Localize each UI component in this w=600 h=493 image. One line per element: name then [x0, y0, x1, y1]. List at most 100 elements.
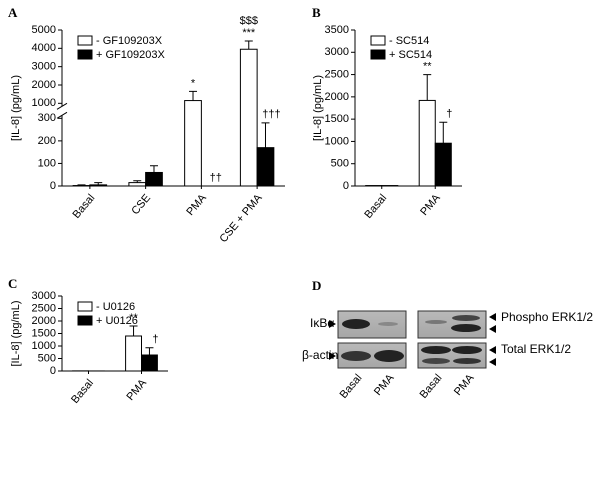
panel-letter: D [312, 278, 321, 293]
significance-label: $$$ [240, 15, 258, 27]
y-tick-label: 2000 [32, 315, 56, 327]
blot-panel: D IκBα β-actin Phospho ERK1/2 Total ERK1… [302, 278, 593, 401]
y-tick-label: 0 [50, 365, 56, 377]
y-tick-label: 1000 [325, 135, 349, 147]
y-tick-label: 1000 [32, 97, 56, 109]
arrowhead [329, 352, 336, 360]
arrowhead [489, 358, 496, 366]
arrowhead [489, 325, 496, 333]
error-bar [244, 40, 253, 50]
x-tick-label: PMA [125, 377, 150, 403]
y-tick-label: 3000 [32, 61, 56, 73]
significance-label: *** [242, 27, 256, 39]
bar [256, 147, 275, 187]
blot-band [452, 346, 482, 354]
y-tick-label: 500 [38, 352, 56, 364]
error-bar [439, 121, 448, 144]
legend-swatch [77, 49, 93, 60]
significance-label: † [446, 108, 452, 120]
significance-label: ** [129, 312, 138, 324]
chart-panel: B [IL-8] (pg/mL) 0 500 1000 1500 2000 2500 3000 3… [312, 5, 462, 221]
panel-letter: B [312, 5, 321, 20]
legend-label: + GF109203X [96, 49, 165, 61]
error-bar [145, 347, 154, 355]
panel-letter: C [8, 276, 17, 291]
lane-label: PMA [452, 372, 477, 398]
error-bar [133, 180, 142, 183]
y-axis-title: [IL-8] (pg/mL) [10, 75, 22, 141]
blot-band [374, 350, 404, 362]
blot-label: Phospho ERK1/2 [501, 310, 593, 324]
y-tick-label: 1500 [325, 113, 349, 125]
error-bar [129, 325, 138, 336]
bar [128, 182, 147, 187]
blot-label: Total ERK1/2 [501, 342, 571, 356]
bar [145, 171, 163, 187]
arrowhead [489, 313, 496, 321]
significance-label: †† [210, 172, 222, 184]
x-tick-label: PMA [184, 192, 209, 218]
blot-band [425, 320, 447, 324]
axis-break [56, 102, 68, 110]
y-tick-label: 3500 [325, 24, 349, 36]
panel-letter: A [8, 5, 18, 20]
blot-band [453, 358, 481, 364]
error-bar [94, 182, 103, 185]
y-tick-label: 0 [50, 180, 56, 192]
error-bar [77, 184, 86, 186]
y-tick-label: 4000 [32, 42, 56, 54]
x-tick-label: Basal [69, 377, 96, 406]
legend-label: - U0126 [96, 301, 135, 313]
blot-band [422, 358, 450, 364]
blot-band [451, 324, 481, 332]
y-tick-label: 300 [38, 112, 56, 124]
x-tick-label: CSE + PMA [218, 192, 266, 245]
blot-label: IκBα [310, 316, 334, 330]
lane-label: PMA [372, 372, 397, 398]
lane-label: Basal [418, 372, 445, 401]
blot-band [378, 322, 398, 326]
y-tick-label: 200 [38, 135, 56, 147]
bar [434, 142, 452, 187]
bar [418, 99, 436, 187]
blot-band [341, 351, 371, 361]
error-bar [261, 122, 270, 148]
axis-break [56, 111, 68, 119]
x-tick-label: PMA [418, 192, 443, 218]
legend-swatch [77, 301, 93, 312]
y-tick-label: 2500 [32, 302, 56, 314]
bar [239, 48, 258, 187]
significance-label: * [191, 77, 196, 89]
y-tick-label: 1000 [32, 340, 56, 352]
significance-label: ** [423, 60, 432, 72]
legend-swatch [77, 35, 93, 46]
legend-label: - GF109203X [96, 35, 163, 47]
legend-label: + SC514 [389, 49, 432, 61]
blot-perk [417, 310, 487, 339]
y-tick-label: 5000 [32, 24, 56, 36]
y-tick-label: 1500 [32, 327, 56, 339]
significance-label: ††† [262, 109, 280, 121]
blot-band [342, 319, 370, 329]
legend-swatch [370, 35, 386, 46]
arrowhead [489, 346, 496, 354]
lane-label: Basal [338, 372, 365, 401]
legend-label: - SC514 [389, 35, 429, 47]
y-tick-label: 2000 [325, 91, 349, 103]
bar [141, 354, 158, 372]
bar [89, 184, 108, 187]
y-tick-label: 0 [343, 180, 349, 192]
error-bar [189, 90, 198, 101]
y-tick-label: 3000 [32, 290, 56, 302]
error-bar [149, 165, 158, 173]
legend-swatch [77, 315, 93, 326]
y-tick-label: 2500 [325, 68, 349, 80]
x-tick-label: CSE [129, 192, 153, 217]
arrowhead [329, 320, 336, 328]
chart-panel: A [IL-8] (pg/mL) 0 100 200 300 1000 2000 3000 400… [8, 5, 285, 245]
legend-swatch [370, 49, 386, 60]
bar [184, 100, 202, 187]
